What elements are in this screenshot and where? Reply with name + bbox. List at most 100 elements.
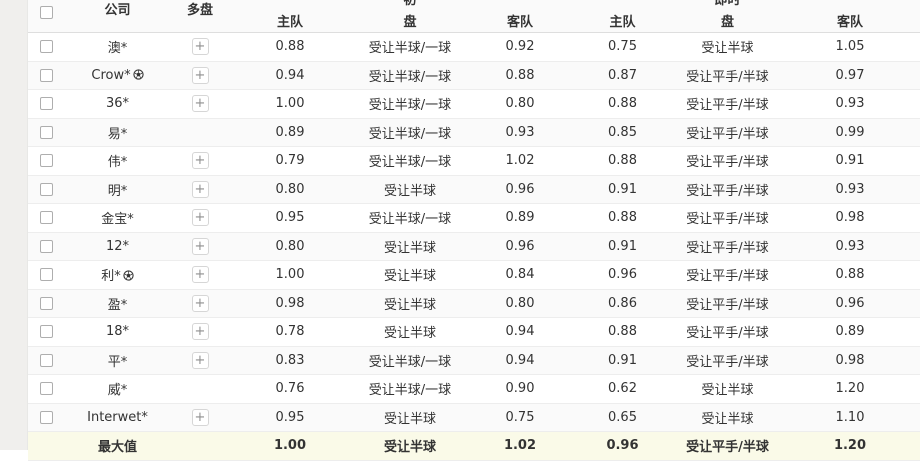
- expand-multi-button[interactable]: +: [191, 408, 209, 426]
- table-row: 伟* + 0.79 受让半球/一球 1.02 0.88 受让平手/半球 0.91: [28, 147, 920, 176]
- expand-multi-button[interactable]: +: [191, 237, 209, 255]
- live-handicap: 受让平手/半球: [686, 98, 769, 114]
- initial-home-odds: 0.83: [275, 352, 305, 368]
- company-name: 伟*: [107, 155, 128, 171]
- row-checkbox[interactable]: [40, 296, 53, 310]
- row-checkbox[interactable]: [40, 125, 53, 139]
- multi-cell: +: [170, 152, 230, 170]
- initial-handicap: 受让半球/一球: [368, 126, 452, 142]
- header-checkbox-cell: [28, 0, 65, 32]
- company-name: 金宝*: [101, 212, 134, 228]
- initial-home-odds: 0.89: [275, 124, 305, 140]
- initial-away-odds: 0.89: [505, 210, 535, 226]
- expand-multi-button[interactable]: +: [191, 38, 209, 56]
- live-handicap: 受让半球: [701, 383, 754, 399]
- expand-multi-button[interactable]: +: [191, 209, 209, 227]
- row-checkbox[interactable]: [40, 353, 53, 367]
- initial-home-odds: 1.00: [275, 267, 305, 283]
- live-handicap: 受让平手/半球: [686, 212, 769, 228]
- live-home-odds: 0.75: [608, 39, 637, 55]
- initial-away-odds: 1.02: [505, 153, 535, 169]
- live-home-odds: 0.91: [608, 238, 637, 254]
- table-row: 盈* + 0.98 受让半球 0.80 0.86 受让平手/半球 0.96: [28, 289, 920, 318]
- initial-away-odds: 0.84: [505, 267, 535, 283]
- row-checkbox[interactable]: [40, 382, 53, 396]
- company-name: 明*: [107, 183, 128, 199]
- expand-multi-button[interactable]: +: [191, 95, 209, 113]
- expand-multi-button[interactable]: +: [191, 266, 209, 284]
- initial-away-odds: 0.80: [505, 295, 535, 311]
- row-checkbox-cell: [28, 97, 65, 111]
- initial-home-odds: 0.98: [275, 295, 305, 311]
- initial-handicap: 受让半球: [383, 183, 436, 199]
- row-checkbox-cell: [28, 296, 65, 310]
- row-checkbox-cell: [28, 125, 65, 139]
- expand-multi-button[interactable]: +: [191, 66, 209, 84]
- multi-header-label: 多盘: [186, 3, 213, 18]
- company-cell: 威*: [65, 379, 170, 398]
- live-handicap: 受让平手/半球: [686, 69, 769, 85]
- initial-handicap: 受让半球/一球: [368, 69, 452, 85]
- row-checkbox[interactable]: [40, 97, 53, 111]
- row-checkbox[interactable]: [40, 154, 53, 168]
- row-checkbox-cell: [28, 268, 65, 282]
- initial-home-odds: 0.88: [275, 39, 305, 55]
- table-row: 威* 0.76 受让半球/一球 0.90 0.62 受让半球 1.20: [28, 375, 920, 404]
- initial-handicap: 受让半球: [383, 240, 436, 256]
- live-home-odds: 0.91: [608, 181, 637, 197]
- summary-initial-home-odds: 1.00: [273, 438, 307, 454]
- multi-cell: +: [170, 180, 230, 198]
- row-checkbox[interactable]: [40, 239, 53, 253]
- initial-home-odds: 0.79: [275, 153, 305, 169]
- live-home-header-label: 主队: [609, 15, 636, 30]
- row-checkbox[interactable]: [40, 410, 53, 424]
- company-name: Crow*: [91, 67, 131, 83]
- multi-cell: +: [170, 38, 230, 56]
- live-pan-header-line1: 即时: [714, 0, 741, 8]
- live-away-odds: 0.93: [835, 238, 865, 254]
- live-handicap: 受让半球: [701, 41, 754, 57]
- live-handicap: 受让平手/半球: [686, 155, 769, 171]
- live-home-odds: 0.87: [608, 67, 637, 83]
- live-away-odds: 0.97: [835, 67, 865, 83]
- initial-handicap: 受让半球/一球: [368, 98, 452, 114]
- live-away-odds: 0.99: [835, 124, 865, 140]
- company-cell: Interwet*: [65, 410, 170, 425]
- expand-multi-button[interactable]: +: [191, 294, 209, 312]
- expand-multi-button[interactable]: +: [191, 180, 209, 198]
- row-checkbox[interactable]: [40, 268, 53, 282]
- row-checkbox[interactable]: [40, 211, 53, 225]
- select-all-checkbox[interactable]: [40, 6, 53, 19]
- expand-multi-button[interactable]: +: [191, 323, 209, 341]
- header-company: 公司: [65, 0, 170, 32]
- row-checkbox[interactable]: [40, 40, 53, 54]
- soccer-ball-icon: [132, 69, 144, 80]
- live-handicap: 受让平手/半球: [686, 240, 769, 256]
- initial-home-odds: 0.78: [275, 324, 305, 340]
- header-initial-home: 主队: [230, 0, 350, 32]
- row-checkbox[interactable]: [40, 325, 53, 339]
- initial-handicap: 受让半球/一球: [368, 383, 452, 399]
- expand-multi-button[interactable]: +: [191, 351, 209, 369]
- initial-away-odds: 0.93: [505, 124, 535, 140]
- table-row: 金宝* + 0.95 受让半球/一球 0.89 0.88 受让平手/半球 0.9…: [28, 204, 920, 233]
- initial-away-odds: 0.75: [505, 409, 535, 425]
- initial-handicap: 受让半球/一球: [368, 155, 452, 171]
- row-checkbox[interactable]: [40, 182, 53, 196]
- live-handicap: 受让平手/半球: [686, 354, 769, 370]
- initial-handicap: 受让半球: [383, 326, 436, 342]
- row-checkbox-cell: [28, 182, 65, 196]
- initial-handicap: 受让半球/一球: [368, 41, 452, 57]
- row-checkbox[interactable]: [40, 68, 53, 82]
- initial-away-odds: 0.92: [505, 39, 535, 55]
- multi-cell: +: [170, 66, 230, 84]
- live-home-odds: 0.96: [608, 267, 637, 283]
- company-name: 36*: [105, 96, 130, 112]
- company-cell: 易*: [65, 123, 170, 142]
- live-home-odds: 0.65: [608, 409, 637, 425]
- expand-multi-button[interactable]: +: [191, 152, 209, 170]
- table-row: 36* + 1.00 受让半球/一球 0.80 0.88 受让平手/半球 0.9…: [28, 90, 920, 119]
- live-home-odds: 0.86: [608, 295, 637, 311]
- company-header-label: 公司: [104, 3, 131, 18]
- page-left-gutter: [0, 0, 28, 450]
